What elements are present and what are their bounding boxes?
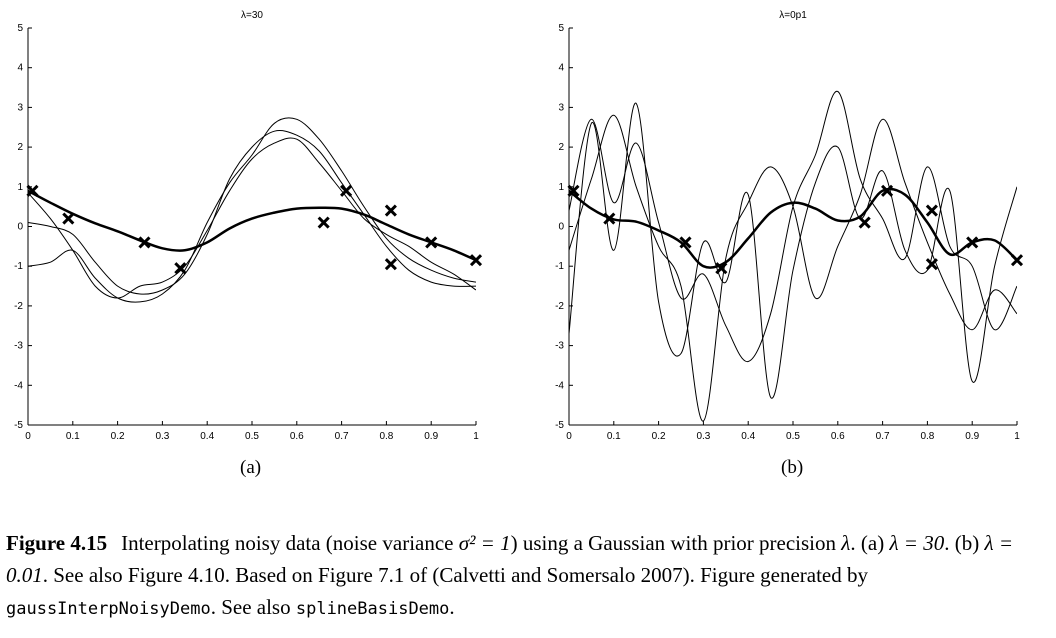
chart-a-title: λ=30	[241, 10, 263, 21]
chart-a-y-tick-label: 4	[17, 63, 23, 74]
chart-b-observation-marker	[966, 236, 979, 249]
caption-lambda-a: λ = 30	[889, 531, 945, 555]
chart-a-sample-line-3	[28, 137, 476, 299]
chart-a-x-tick-label: 1	[473, 431, 479, 442]
caption-lambda-b: λ = 0.01	[6, 531, 1014, 587]
chart-b-observation-marker	[603, 212, 616, 225]
chart-b-y-tick-label: 1	[558, 182, 564, 193]
caption-code-2: splineBasisDemo	[295, 599, 450, 619]
chart-a-y-tick-label: -5	[14, 420, 23, 431]
chart-b-y-tick-label: -2	[555, 301, 564, 312]
caption-text-3: . (a)	[850, 531, 890, 555]
chart-a-observation-marker	[469, 254, 483, 267]
chart-a-y-tick-label: 1	[17, 182, 23, 193]
chart-a-x-tick-label: 0.5	[245, 431, 259, 442]
panel-label-b: (b)	[781, 457, 804, 478]
chart-a-sample-line-2	[28, 117, 476, 303]
chart-a-x-tick-label: 0.1	[66, 431, 80, 442]
chart-b-x-tick-label: 0.5	[786, 431, 800, 442]
chart-b-observation-marker	[925, 204, 938, 217]
chart-b-y-tick-label: -1	[555, 261, 564, 272]
chart-a-observation-marker	[384, 204, 397, 217]
chart-a-observation-marker	[26, 184, 39, 197]
chart-a-y-tick-label: -1	[14, 261, 23, 272]
chart-a-x-tick-label: 0.9	[424, 431, 438, 442]
caption-lambda: λ	[841, 531, 851, 555]
chart-a-x-tick-label: 0	[25, 431, 31, 442]
figure-caption: Figure 4.15 Interpolating noisy data (noi…	[6, 527, 1048, 625]
chart-b-x-tick-label: 0.6	[831, 431, 845, 442]
chart-a-observation-marker	[62, 212, 75, 225]
chart-a-x-tick-label: 0.3	[155, 431, 169, 442]
chart-b-y-tick-label: 3	[558, 102, 564, 113]
chart-b-x-tick-label: 0	[566, 431, 572, 442]
caption-text-5: . See also Figure 4.10. Based on Figure …	[42, 563, 869, 587]
caption-text-7: .	[449, 595, 455, 619]
chart-b-y-tick-label: 5	[558, 23, 564, 34]
chart-b-observation-marker	[925, 258, 938, 271]
chart-b-x-tick-label: 1	[1014, 431, 1020, 442]
chart-a-observation-marker	[340, 184, 353, 197]
chart-a-y-tick-label: -2	[14, 301, 23, 312]
chart-a-observation-marker	[384, 258, 397, 271]
chart-a-x-tick-label: 0.4	[200, 431, 214, 442]
chart-a-x-tick-label: 0.7	[335, 431, 349, 442]
chart-a-y-tick-label: -3	[14, 341, 23, 352]
chart-a-y-tick-label: 2	[17, 142, 23, 153]
chart-a-x-tick-label: 0.6	[290, 431, 304, 442]
panel-label-a: (a)	[240, 457, 262, 478]
chart-b-y-tick-label: 2	[558, 142, 564, 153]
figure-charts: 0 0.1 0.2 0.3 0.4 0.5 0.6 0.7 0.8 0.9 1 5 4 3 2 1 0 -1 -2 -…	[14, 10, 1024, 442]
caption-text-6: . See also	[210, 595, 296, 619]
caption-text-4: . (b)	[944, 531, 985, 555]
chart-b-x-tick-label: 0.1	[607, 431, 621, 442]
caption-sigma: σ² = 1	[458, 531, 511, 555]
chart-b-y-tick-label: -5	[555, 420, 564, 431]
chart-b-mean-line	[569, 187, 1017, 269]
chart-b-sample-line-2	[569, 90, 1017, 363]
chart-b-observation-marker	[1010, 254, 1024, 267]
chart-b-observation-marker	[567, 184, 580, 197]
chart-b-observation-marker	[679, 236, 692, 249]
chart-b-observation-marker	[881, 184, 894, 197]
chart-a-sample-line-1	[28, 130, 476, 295]
caption-text-1: Interpolating noisy data (noise variance	[121, 531, 459, 555]
chart-b-title: λ=0p1	[779, 10, 807, 21]
chart-b-y-tick-label: -4	[555, 380, 564, 391]
chart-b-y-tick-label: -3	[555, 341, 564, 352]
chart-a-y-tick-label: 0	[17, 222, 23, 233]
chart-b-y-tick-label: 0	[558, 222, 564, 233]
chart-b-observation-marker	[858, 216, 871, 229]
chart-a-observation-marker	[317, 216, 330, 229]
chart-a-y-tick-label: 5	[17, 23, 23, 34]
chart-a-mean-line	[28, 189, 476, 262]
chart-a-x-tick-label: 0.8	[379, 431, 393, 442]
chart-b-x-tick-label: 0.2	[652, 431, 666, 442]
chart-b-x-tick-label: 0.4	[741, 431, 755, 442]
caption-text-2: ) using a Gaussian with prior precision	[510, 531, 842, 555]
chart-a-y-tick-label: -4	[14, 380, 23, 391]
chart-b-x-tick-label: 0.9	[965, 431, 979, 442]
chart-b-observation-marker	[715, 262, 728, 275]
chart-a-y-tick-label: 3	[17, 102, 23, 113]
chart-b-x-tick-label: 0.3	[696, 431, 710, 442]
chart-a-observation-marker	[174, 262, 187, 275]
chart-b-y-tick-label: 4	[558, 63, 564, 74]
chart-b-x-tick-label: 0.8	[920, 431, 934, 442]
chart-b-x-tick-label: 0.7	[876, 431, 890, 442]
caption-code-1: gaussInterpNoisyDemo	[6, 599, 211, 619]
chart-b-sample-line-3	[569, 102, 1017, 399]
chart-a-observation-marker	[138, 236, 151, 249]
caption-label: Figure 4.15	[6, 531, 108, 555]
chart-a-x-tick-label: 0.2	[111, 431, 125, 442]
chart-a-observation-marker	[425, 236, 438, 249]
